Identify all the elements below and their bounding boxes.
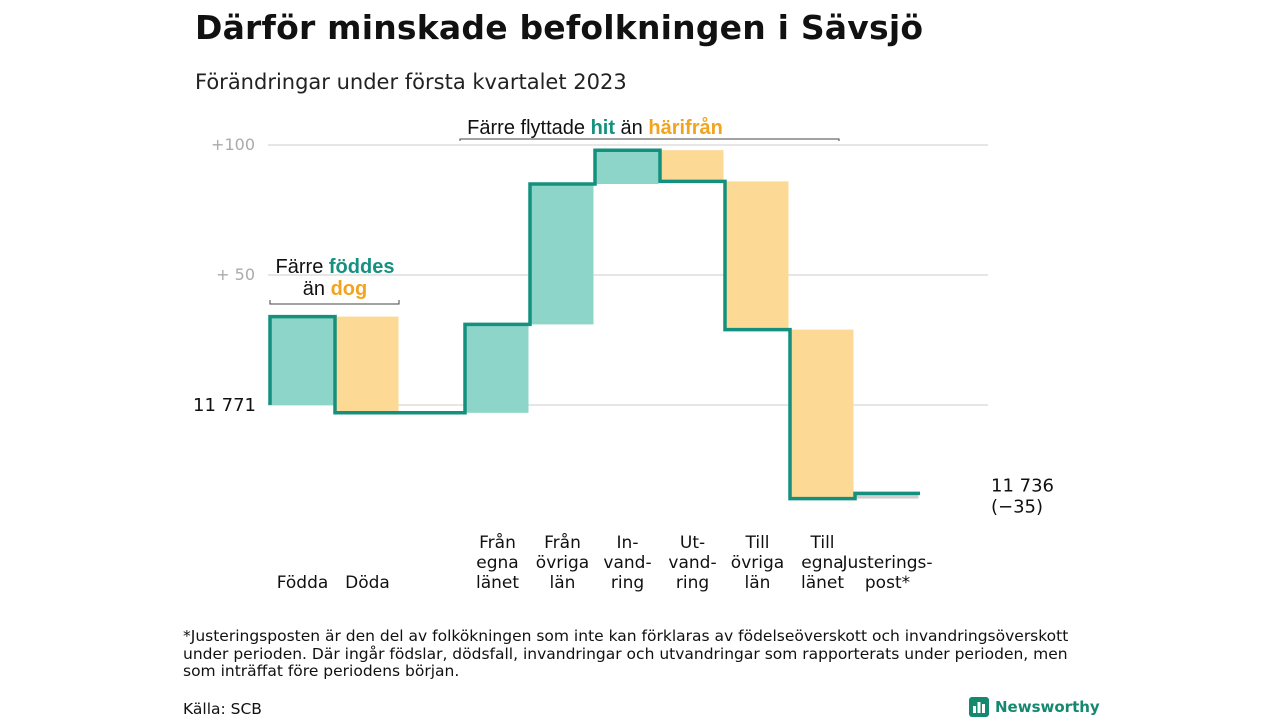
category-label: Från övriga län xyxy=(536,532,589,593)
newsworthy-bar-chart-icon xyxy=(969,697,989,717)
start-value-label: 11 771 xyxy=(193,395,256,416)
migration-annotation: Färre flyttade hit än härifrån xyxy=(467,116,723,139)
category-label: Justerings-post* xyxy=(841,553,932,593)
category-label: Till egna länet xyxy=(801,533,844,593)
waterfall-bar xyxy=(856,493,919,499)
waterfall-bar xyxy=(271,316,334,405)
category-label: Döda xyxy=(345,573,390,593)
category-label: Ut-vand-ring xyxy=(668,533,716,593)
category-label: In-vand-ring xyxy=(603,533,651,593)
brand-logo: Newsworthy xyxy=(969,697,1100,717)
y-tick-label: + 50 xyxy=(216,265,255,284)
y-tick-label: +100 xyxy=(211,135,255,154)
running-total-line xyxy=(268,148,920,501)
chart-subtitle: Förändringar under första kvartalet 2023 xyxy=(195,70,627,94)
waterfall-bar xyxy=(466,324,529,413)
waterfall-bar xyxy=(726,181,789,330)
footnote: *Justeringsposten är den del av folkökni… xyxy=(183,627,1069,680)
waterfall-chart: +100 + 50 Födda Döda Från egna länet Från övrig… xyxy=(193,116,1054,593)
category-label: Från egna länet xyxy=(476,532,519,593)
waterfall-bar xyxy=(661,150,724,182)
migration-bracket xyxy=(459,138,840,141)
chart-title: Därför minskade befolkningen i Sävsjö xyxy=(195,8,924,47)
grid-layer: +100 + 50 xyxy=(211,135,988,406)
waterfall-bar xyxy=(791,329,854,499)
births-annotation-line1: Färre föddes xyxy=(276,256,395,278)
end-value-label: 11 736 xyxy=(991,475,1054,496)
end-change-label: (−35) xyxy=(991,496,1043,517)
waterfall-bar xyxy=(596,150,659,184)
births-annotation-line2: än dog xyxy=(303,278,367,300)
waterfall-bar xyxy=(336,316,399,413)
label-layer: Födda Döda Från egna länet Från övriga län In-va… xyxy=(193,395,1054,593)
category-label: Till övriga län xyxy=(731,533,784,593)
bar-layer xyxy=(271,150,919,499)
source-note: Källa: SCB xyxy=(183,700,262,718)
brand-name: Newsworthy xyxy=(995,698,1100,716)
category-label: Födda xyxy=(277,573,329,593)
waterfall-bar xyxy=(531,184,594,325)
births-bracket xyxy=(269,300,400,305)
step-line-layer xyxy=(268,148,920,501)
